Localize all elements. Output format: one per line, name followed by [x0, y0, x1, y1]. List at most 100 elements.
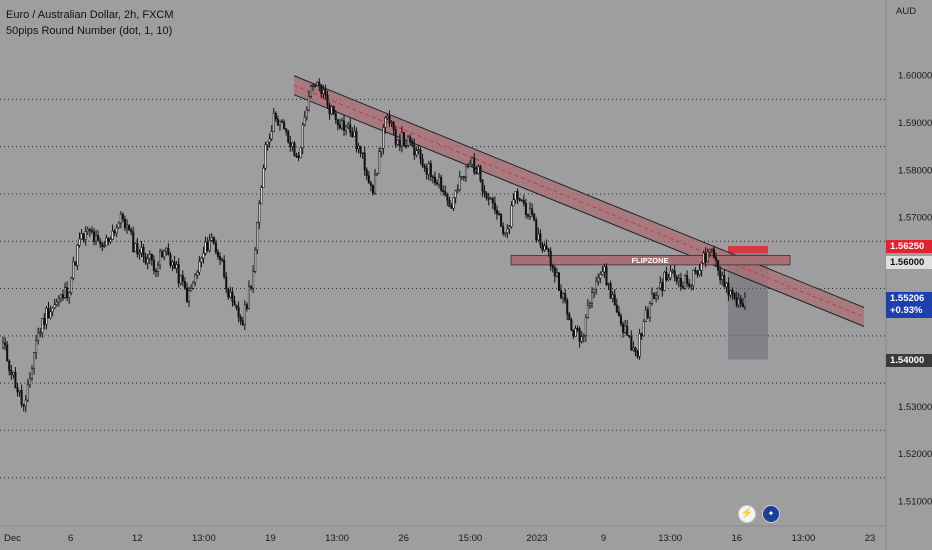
candle-body [510, 205, 513, 227]
candle-body [334, 113, 337, 121]
time-axis-labels: Dec 6 12 13:00 19 13:00 26 15:00 2023 9 13:00 16 13:… [4, 533, 875, 544]
level-price-badge: 1.56000 [886, 256, 932, 269]
candle-body [181, 275, 184, 282]
candle-body [702, 252, 705, 264]
candle-body [272, 112, 275, 132]
candle-body [123, 218, 126, 229]
candle-body [20, 390, 23, 405]
candle-body [16, 387, 19, 393]
price-tick-label: 1.60000 [898, 71, 932, 82]
candle-body [741, 303, 744, 307]
candle-body [80, 233, 83, 240]
candle-body [281, 120, 284, 123]
candle-body [276, 118, 279, 126]
candle-body [498, 213, 501, 216]
candle-body [208, 240, 211, 251]
candle-body [307, 95, 310, 111]
candle-body [721, 274, 724, 280]
candle-body [26, 384, 29, 401]
candle-body [363, 152, 366, 171]
candle-body [258, 203, 261, 224]
candle-body [200, 257, 203, 263]
candle-body [673, 270, 676, 278]
candle-body [591, 292, 594, 304]
candle-body [109, 239, 112, 243]
candle-body [717, 260, 720, 271]
candle-body [345, 126, 348, 131]
lightning-icon[interactable]: ⚡ [738, 505, 756, 523]
symbol-title[interactable]: Euro / Australian Dollar, 2h, FXCM [6, 9, 174, 21]
candle-body [667, 277, 670, 281]
indicator-legend[interactable]: 50pips Round Number (dot, 1, 10) [6, 25, 173, 37]
candle-body [210, 236, 213, 241]
candle-body [107, 237, 110, 243]
candle-body [53, 304, 56, 309]
channel-lower-line[interactable] [293, 94, 865, 327]
flip-zone-box[interactable] [510, 255, 791, 266]
candle-body [409, 136, 412, 142]
candle-body [268, 138, 271, 143]
candle-body [431, 176, 434, 179]
candle-body [173, 261, 176, 269]
candle-body [198, 261, 201, 273]
candle-body [737, 298, 740, 306]
candlestick-series [2, 78, 746, 413]
time-tick-label: 23 [865, 533, 876, 544]
candle-body [429, 163, 432, 178]
time-tick-label: 2023 [526, 533, 547, 544]
candle-body [371, 185, 374, 194]
candle-body [541, 243, 544, 251]
candle-body [4, 342, 7, 346]
candle-body [622, 323, 625, 333]
candle-body [485, 193, 488, 199]
candle-body [340, 120, 343, 129]
candle-body [638, 333, 641, 357]
candle-body [572, 329, 575, 337]
candle-body [715, 256, 718, 261]
candle-body [163, 250, 166, 258]
candle-body [473, 157, 476, 173]
candle-body [270, 131, 273, 140]
candle-body [146, 258, 149, 264]
candle-body [704, 252, 707, 262]
candle-body [421, 158, 424, 167]
candle-body [628, 335, 631, 338]
candle-body [495, 209, 498, 215]
candle-body [524, 203, 527, 215]
candle-body [644, 309, 647, 322]
candle-body [665, 272, 668, 281]
time-tick-label: 9 [601, 533, 606, 544]
candle-body [402, 132, 405, 146]
candle-body [661, 282, 664, 291]
candle-body [343, 120, 346, 131]
candle-body [605, 266, 608, 285]
candle-body [543, 245, 546, 251]
time-tick-label: 13:00 [658, 533, 682, 544]
candle-body [314, 85, 317, 87]
australia-flag-icon[interactable]: ✦ [762, 505, 780, 523]
candle-body [506, 228, 509, 234]
candle-body [396, 139, 399, 145]
candle-body [551, 265, 554, 268]
price-axis-background[interactable] [886, 0, 932, 550]
candle-body [378, 151, 381, 174]
candle-body [454, 190, 457, 198]
candle-body [113, 230, 116, 234]
candle-body [475, 171, 478, 175]
candle-body [33, 352, 36, 369]
candle-body [293, 142, 296, 157]
candle-body [134, 243, 137, 252]
candle-body [411, 140, 414, 146]
flip-zone-label: FLIPZONE [631, 256, 668, 265]
flip-zone-rectangle[interactable]: FLIPZONE [510, 255, 791, 266]
candle-body [347, 124, 350, 128]
candle-body [723, 274, 726, 288]
price-tick-label: 1.58000 [898, 165, 932, 176]
candle-body [582, 335, 585, 337]
candle-body [394, 129, 397, 145]
candle-body [520, 199, 523, 202]
stop-loss-zone[interactable] [728, 245, 768, 254]
candle-body [448, 199, 451, 208]
candle-body [30, 368, 33, 379]
